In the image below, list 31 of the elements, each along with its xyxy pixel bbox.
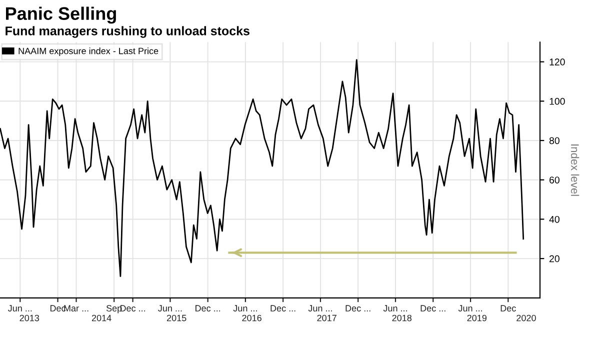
x2-tick-label: 2013	[20, 314, 40, 322]
x-tick-label: Jun ...	[383, 305, 407, 312]
y-tick-label: 20	[550, 255, 560, 262]
y-tick-label: 40	[549, 216, 560, 223]
x-tick-label: Jun ...	[158, 305, 182, 312]
x-tick-label: Dec ...	[196, 305, 220, 312]
x-tick-label: Dec	[500, 305, 516, 312]
x2-tick-label: 2014	[92, 314, 112, 322]
x-tick-label: Sep	[106, 305, 122, 314]
x-tick-label: Jun ...	[233, 305, 257, 312]
y-tick-label: 120	[550, 58, 565, 66]
x-tick-label: Dec ...	[420, 305, 446, 312]
x-tick-label: Dec ...	[270, 305, 296, 312]
x2-tick-label: 2017	[317, 314, 336, 322]
x-tick-label: Dec ...	[346, 305, 370, 312]
x-tick-label: Jun ...	[458, 305, 482, 312]
x2-tick-label: 2018	[392, 314, 412, 322]
x2-tick-label: 2016	[242, 314, 262, 322]
chart-title: Panic Selling	[6, 6, 116, 24]
y-tick-label: 60	[550, 176, 560, 184]
x2-tick-label: 2015	[166, 314, 186, 322]
y-tick-label: 80	[549, 137, 560, 144]
x-tick-label: Jun ...	[308, 305, 332, 312]
y-axis-title: Index level	[570, 144, 580, 196]
chart-subtitle: Fund managers rushing to unload stocks	[6, 26, 250, 38]
x-tick-label: Jun ...	[8, 305, 32, 312]
y-tick-label: 100	[550, 98, 565, 105]
x2-tick-label: 2020	[516, 314, 536, 322]
x2-tick-label: 2019	[467, 314, 487, 322]
line-series	[0, 59, 524, 277]
legend-label: NAAIM exposure index - Last Price	[18, 48, 158, 56]
